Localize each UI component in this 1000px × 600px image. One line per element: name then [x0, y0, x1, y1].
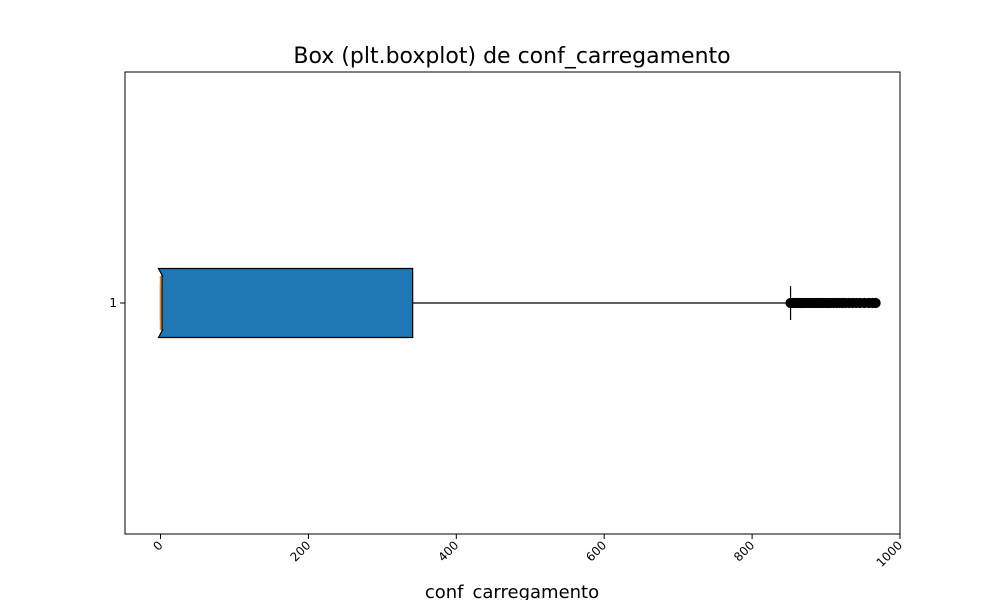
- x-tick-label: 600: [583, 538, 609, 564]
- y-axis: 1: [109, 296, 125, 310]
- x-tick-label: 400: [435, 538, 461, 564]
- flier-point: [870, 297, 881, 309]
- plot-area: [157, 267, 881, 339]
- x-tick-label: 1000: [874, 538, 905, 569]
- x-tick-label: 800: [731, 538, 757, 564]
- chart-title: Box (plt.boxplot) de conf_carregamento: [293, 44, 730, 69]
- x-tick-label: 200: [287, 538, 313, 564]
- x-axis: 0 200 400 600 800 1000: [150, 534, 905, 570]
- y-tick-label: 1: [109, 296, 117, 310]
- x-tick-label: 0: [150, 538, 165, 553]
- x-axis-label: conf_carregamento: [425, 582, 599, 600]
- box: [157, 267, 414, 339]
